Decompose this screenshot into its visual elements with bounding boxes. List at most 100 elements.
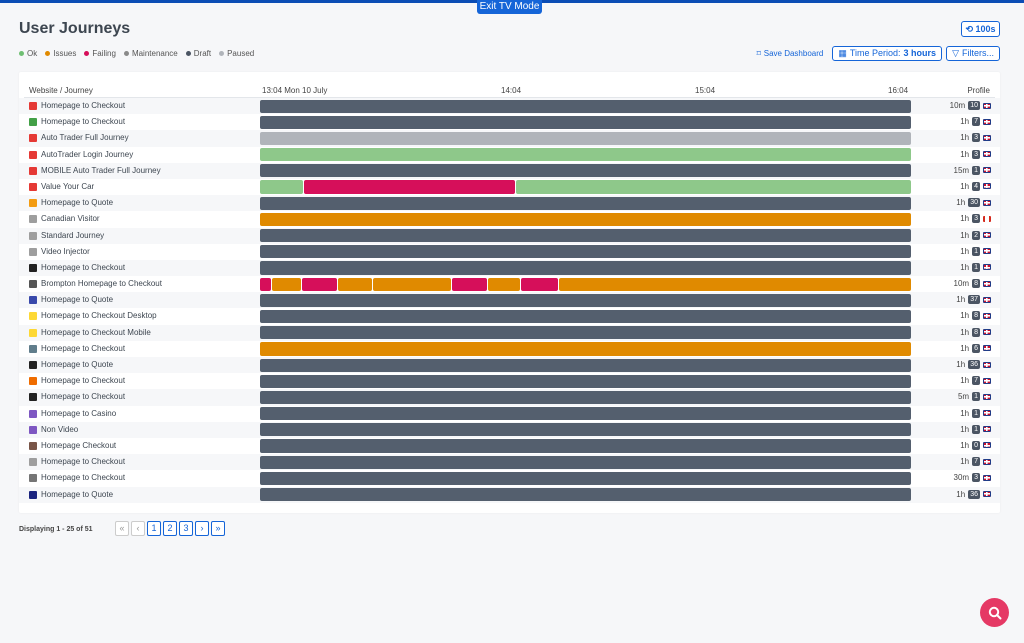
journey-name[interactable]: Homepage to Checkout [41, 392, 126, 402]
table-row[interactable]: Homepage to Checkout 1h 7 [19, 114, 1000, 130]
journey-name[interactable]: Standard Journey [41, 230, 105, 240]
timeline-segment-issues[interactable] [373, 277, 451, 291]
timeline-segment-draft[interactable] [260, 261, 911, 275]
timeline-segment-ok[interactable] [260, 180, 304, 194]
timeline-segment-draft[interactable] [260, 471, 911, 485]
status-timeline-bar[interactable] [260, 455, 912, 469]
exit-tv-mode-button[interactable]: Exit TV Mode [477, 0, 542, 14]
status-timeline-bar[interactable] [260, 471, 912, 485]
journey-name[interactable]: AutoTrader Login Journey [41, 149, 134, 159]
table-row[interactable]: Homepage to Checkout 5m 1 [19, 389, 1000, 406]
timeline-segment-draft[interactable] [260, 374, 911, 388]
journey-name[interactable]: Homepage to Checkout [41, 376, 126, 386]
timeline-segment-issues[interactable] [338, 277, 373, 291]
timeline-segment-failing[interactable] [260, 277, 271, 291]
table-row[interactable]: Non Video 1h 1 [19, 421, 1000, 438]
journey-name[interactable]: MOBILE Auto Trader Full Journey [41, 165, 161, 175]
status-timeline-bar[interactable] [260, 245, 912, 259]
save-dashboard-link[interactable]: ⌑ Save Dashboard [752, 49, 829, 58]
page-button-1[interactable]: ‹ [131, 521, 145, 536]
status-timeline-bar[interactable] [260, 309, 912, 324]
table-row[interactable]: Homepage Checkout 1h 0 [19, 438, 1000, 454]
journey-name[interactable]: Canadian Visitor [41, 214, 100, 224]
status-timeline-bar[interactable] [260, 99, 912, 113]
timeline-segment-draft[interactable] [260, 309, 911, 324]
page-button-6[interactable]: » [211, 521, 225, 536]
status-timeline-bar[interactable] [260, 212, 912, 226]
journey-name[interactable]: Homepage Checkout [41, 440, 117, 450]
timeline-segment-draft[interactable] [260, 99, 911, 113]
journey-name[interactable]: Homepage to Checkout [41, 343, 126, 353]
page-button-0[interactable]: « [115, 521, 129, 536]
journey-name[interactable]: Brompton Homepage to Checkout [41, 279, 162, 289]
timeline-segment-failing[interactable] [451, 277, 488, 291]
status-timeline-bar[interactable] [260, 390, 912, 405]
page-button-2[interactable]: 1 [147, 521, 161, 536]
timeline-segment-issues[interactable] [558, 277, 911, 291]
timeline-segment-draft[interactable] [260, 488, 911, 502]
status-timeline-bar[interactable] [260, 374, 912, 388]
journey-name[interactable]: Homepage to Checkout [41, 457, 126, 467]
timeline-segment-failing[interactable] [304, 180, 515, 194]
timeline-segment-issues[interactable] [488, 277, 520, 291]
table-row[interactable]: Homepage to Checkout Desktop 1h 8 [19, 308, 1000, 324]
table-row[interactable]: Homepage to Checkout 1h 7 [19, 373, 1000, 389]
timeline-segment-failing[interactable] [520, 277, 558, 291]
timeline-segment-draft[interactable] [260, 164, 911, 178]
table-row[interactable]: Homepage to Checkout 1h 6 [19, 341, 1000, 357]
table-row[interactable]: Homepage to Quote 1h 36 [19, 486, 1000, 503]
table-row[interactable]: Homepage to Quote 1h 30 [19, 195, 1000, 212]
status-timeline-bar[interactable] [260, 261, 912, 275]
journey-name[interactable]: Video Injector [41, 246, 90, 256]
status-timeline-bar[interactable] [260, 407, 912, 421]
timeline-segment-draft[interactable] [260, 115, 911, 129]
timeline-segment-ok[interactable] [515, 180, 911, 194]
status-timeline-bar[interactable] [260, 115, 912, 129]
status-timeline-bar[interactable] [260, 277, 912, 291]
table-row[interactable]: Value Your Car 1h 4 [19, 179, 1000, 195]
page-button-3[interactable]: 2 [163, 521, 177, 536]
table-row[interactable]: Homepage to Checkout Mobile 1h 8 [19, 324, 1000, 341]
status-timeline-bar[interactable] [260, 423, 912, 437]
table-row[interactable]: Brompton Homepage to Checkout 10m 8 [19, 276, 1000, 292]
status-timeline-bar[interactable] [260, 131, 912, 146]
journey-name[interactable]: Homepage to Casino [41, 408, 117, 418]
status-timeline-bar[interactable] [260, 164, 912, 178]
table-row[interactable]: Canadian Visitor 1h 3 [19, 211, 1000, 227]
timeline-segment-ok[interactable] [260, 148, 911, 162]
timeline-segment-draft[interactable] [260, 390, 911, 405]
table-row[interactable]: Homepage to Checkout 10m 10 [19, 98, 1000, 115]
page-button-4[interactable]: 3 [179, 521, 193, 536]
journey-name[interactable]: Homepage to Quote [41, 489, 114, 499]
table-row[interactable]: MOBILE Auto Trader Full Journey 15m 1 [19, 162, 1000, 179]
table-row[interactable]: Homepage to Quote 1h 37 [19, 292, 1000, 309]
table-row[interactable]: Homepage to Casino 1h 1 [19, 406, 1000, 422]
timeline-segment-draft[interactable] [260, 245, 911, 259]
timeline-segment-failing[interactable] [301, 277, 338, 291]
table-row[interactable]: Homepage to Checkout 30m 3 [19, 470, 1000, 486]
table-row[interactable]: Homepage to Checkout 1h 1 [19, 259, 1000, 277]
timeline-segment-paused[interactable] [260, 131, 911, 146]
status-timeline-bar[interactable] [260, 439, 912, 453]
timeline-segment-issues[interactable] [260, 212, 911, 226]
journey-name[interactable]: Non Video [41, 424, 79, 434]
journey-name[interactable]: Auto Trader Full Journey [41, 133, 129, 143]
status-timeline-bar[interactable] [260, 326, 912, 340]
table-row[interactable]: Auto Trader Full Journey 1h 3 [19, 130, 1000, 147]
timeline-segment-draft[interactable] [260, 358, 911, 372]
journey-name[interactable]: Homepage to Checkout Mobile [41, 327, 151, 337]
time-period-button[interactable]: ▦ Time Period: 3 hours [832, 46, 943, 61]
status-timeline-bar[interactable] [260, 196, 912, 210]
table-row[interactable]: Homepage to Checkout 1h 7 [19, 454, 1000, 471]
refresh-interval-button[interactable]: ⟲ 100s [961, 21, 1000, 37]
status-timeline-bar[interactable] [260, 488, 912, 502]
status-timeline-bar[interactable] [260, 229, 912, 243]
timeline-segment-draft[interactable] [260, 293, 911, 307]
timeline-segment-draft[interactable] [260, 229, 911, 243]
journey-name[interactable]: Homepage to Checkout [41, 117, 126, 127]
table-row[interactable]: Video Injector 1h 1 [19, 244, 1000, 260]
journey-name[interactable]: Homepage to Quote [41, 360, 114, 369]
status-timeline-bar[interactable] [260, 358, 912, 372]
timeline-segment-issues[interactable] [271, 277, 301, 291]
table-row[interactable]: Homepage to Quote 1h 36 [19, 357, 1000, 374]
